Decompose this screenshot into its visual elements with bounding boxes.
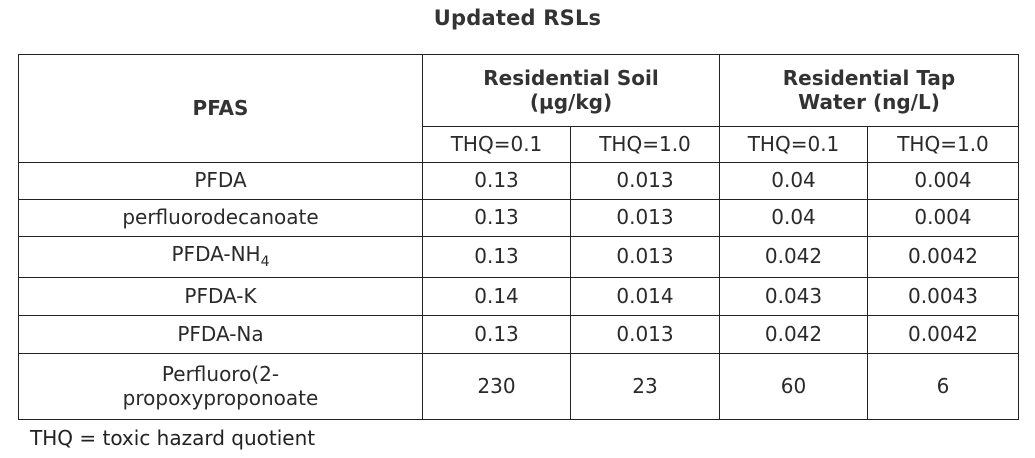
value-cell: 0.042 <box>719 236 868 278</box>
value-cell: 60 <box>719 353 868 420</box>
subscript-text: 4 <box>260 254 270 271</box>
header-thq-cell: THQ=0.1 <box>422 126 571 163</box>
value-cell: 0.13 <box>422 236 571 278</box>
value-cell: 6 <box>866 353 1020 420</box>
value-cell: 230 <box>422 353 571 420</box>
table-row: PFDA-Na 0.13 0.013 0.042 0.0042 <box>18 315 1020 354</box>
table-row: PFDA-K 0.14 0.014 0.043 0.0043 <box>18 277 1020 316</box>
header-water-line2: Water (ng/L) <box>798 89 940 114</box>
table-row: PFDA 0.13 0.013 0.04 0.004 <box>18 162 1020 200</box>
footnote: THQ = toxic hazard quotient <box>30 426 316 450</box>
value-cell: 0.13 <box>422 315 571 354</box>
value-cell: 0.004 <box>866 199 1020 237</box>
value-cell: 0.14 <box>422 277 571 316</box>
table-row: PFDA-NH4 0.13 0.013 0.042 0.0042 <box>18 236 1020 278</box>
table-title: Updated RSLs <box>433 6 602 30</box>
value-cell: 0.0042 <box>866 236 1020 278</box>
value-cell: 0.04 <box>719 199 868 237</box>
value-cell: 0.013 <box>570 199 720 237</box>
pfas-name-line2: propoxyproponoate <box>122 385 319 410</box>
value-cell: 0.0042 <box>866 315 1020 354</box>
value-cell: 0.013 <box>570 162 720 200</box>
pfas-name-line1: Perfluoro(2- <box>161 361 280 386</box>
value-cell: 0.043 <box>719 277 868 316</box>
header-thq-cell: THQ=0.1 <box>719 126 868 163</box>
value-cell: 0.042 <box>719 315 868 354</box>
pfas-name-cell: perfluorodecanoate <box>18 199 423 237</box>
header-water-line1: Residential Tap <box>782 65 956 90</box>
value-cell: 23 <box>570 353 720 420</box>
header-residential-soil: Residential Soil (µg/kg) <box>422 54 720 127</box>
header-soil-line2: (µg/kg) <box>529 89 613 114</box>
table-row: perfluorodecanoate 0.13 0.013 0.04 0.004 <box>18 199 1020 237</box>
pfas-name-cell: PFDA-NH4 <box>18 236 423 278</box>
header-row-thq: THQ=0.1 THQ=1.0 THQ=0.1 THQ=1.0 <box>19 126 1020 163</box>
header-residential-tap-water: Residential Tap Water (ng/L) <box>718 54 1020 127</box>
value-cell: 0.013 <box>570 315 720 354</box>
value-cell: 0.04 <box>719 162 868 200</box>
value-cell: 0.0043 <box>866 277 1020 316</box>
header-thq-cell: THQ=1.0 <box>570 126 720 163</box>
pfas-name-text: PFDA-NH <box>171 242 261 267</box>
pfas-name-cell: Perfluoro(2- propoxyproponoate <box>18 353 423 420</box>
rsl-table: PFAS Residential Soil (µg/kg) Residentia… <box>18 54 1020 420</box>
value-cell: 0.004 <box>866 162 1020 200</box>
value-cell: 0.013 <box>570 236 720 278</box>
header-pfas: PFAS <box>18 54 423 163</box>
pfas-name-cell: PFDA-K <box>18 277 423 316</box>
value-cell: 0.014 <box>570 277 720 316</box>
value-cell: 0.13 <box>422 199 571 237</box>
header-row-groups: PFAS Residential Soil (µg/kg) Residentia… <box>18 54 1020 163</box>
header-thq-cell: THQ=1.0 <box>866 126 1020 163</box>
pfas-name-cell: PFDA <box>18 162 423 200</box>
value-cell: 0.13 <box>422 162 571 200</box>
header-soil-line1: Residential Soil <box>483 65 659 90</box>
table-row: Perfluoro(2- propoxyproponoate 230 23 60… <box>18 353 1020 420</box>
pfas-name-cell: PFDA-Na <box>18 315 423 354</box>
